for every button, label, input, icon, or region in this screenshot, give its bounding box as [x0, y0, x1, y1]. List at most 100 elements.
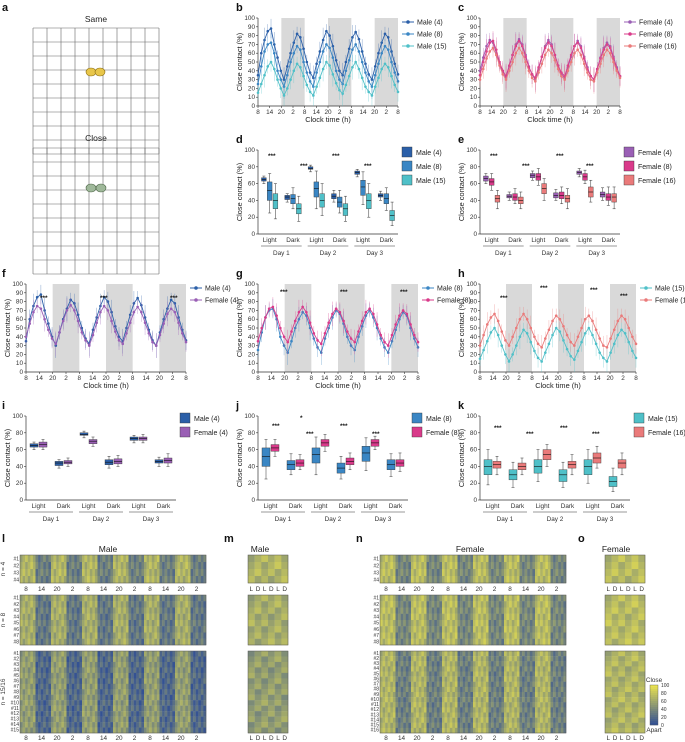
heatmap-cell: [527, 620, 531, 627]
data-point: [599, 62, 602, 66]
heatmap-cell: [30, 700, 34, 706]
heatmap-cell: [107, 683, 111, 690]
heatmap-cell: [100, 595, 103, 602]
data-point: [529, 326, 533, 330]
y-tick-label: 100: [466, 15, 477, 22]
heatmap-cell: [193, 576, 196, 584]
heatmap-cell: [511, 555, 515, 563]
heatmap-cell: [102, 651, 106, 657]
heatmap-cell: [141, 638, 145, 646]
heatmap-cell: [89, 595, 93, 602]
heatmap-cell: [45, 705, 49, 712]
heatmap-cell: [185, 678, 189, 684]
heatmap-cell: [113, 694, 116, 701]
x-tick-label: 8: [256, 375, 260, 382]
data-point: [551, 319, 554, 323]
data-point: [282, 94, 286, 97]
heatmap-cell: [56, 700, 59, 706]
heatmap-cell: [172, 694, 176, 701]
heatmap-cell: [125, 727, 129, 734]
heatmap-cell: [141, 705, 145, 712]
heatmap-cell: [156, 678, 160, 684]
heatmap-cell: [27, 722, 31, 728]
heatmap-cell: [115, 661, 119, 668]
heatmap-cell: [444, 562, 448, 570]
heatmap-cell: [154, 620, 158, 627]
heatmap-cell: [69, 716, 72, 723]
heatmap-title-male: Male: [99, 544, 118, 554]
data-point: [338, 88, 341, 92]
heatmap-cell: [426, 607, 430, 614]
heatmap-cell: [162, 672, 165, 679]
heatmap-cell: [20, 576, 23, 584]
data-point: [290, 330, 293, 333]
heatmap-cell: [45, 683, 49, 690]
heatmap-cell: [136, 722, 140, 728]
heatmap-cell: [87, 607, 90, 614]
heatmap-cell: [110, 576, 114, 584]
row-label: #9: [13, 695, 19, 701]
heatmap-cell: [149, 711, 152, 717]
heatmap-cell: [535, 569, 538, 577]
heatmap-cell: [102, 672, 106, 679]
legend-swatch: [411, 412, 423, 424]
dark-phase-shade: [596, 18, 620, 106]
heatmap-cell: [504, 555, 507, 563]
heatmap-cell: [92, 683, 96, 690]
heatmap-cell: [555, 607, 559, 614]
heatmap-cell: [100, 722, 103, 728]
heatmap-cell: [61, 626, 65, 633]
heatmap-cell: [71, 626, 75, 633]
heatmap-cell: [79, 569, 83, 577]
heatmap-cell: [172, 722, 176, 728]
heatmap-cell: [405, 576, 409, 584]
heatmap-cell: [100, 651, 103, 657]
heatmap-cell: [164, 576, 168, 584]
heatmap-border: [19, 554, 207, 584]
x-tick-label: 2: [493, 586, 497, 593]
heatmap-cell: [128, 638, 132, 646]
heatmap-cell: [56, 694, 59, 701]
heatmap-cell: [48, 632, 52, 639]
data-point: [39, 307, 43, 310]
heatmap-cell: [102, 613, 106, 621]
x-tick-label: 2: [555, 586, 559, 593]
heatmap-cell: [185, 613, 189, 621]
data-point: [573, 358, 576, 361]
heatmap-cell: [190, 613, 194, 621]
heatmap-cell: [478, 607, 481, 614]
heatmap-cell: [392, 620, 396, 627]
heatmap-cell: [400, 607, 404, 614]
heatmap-cell: [547, 601, 551, 608]
data-point: [540, 360, 543, 363]
heatmap-cell: [32, 711, 36, 717]
heatmap-cell: [274, 678, 282, 684]
heatmap-cell: [180, 705, 183, 712]
heatmap-cell: [48, 569, 52, 577]
x-tick-label: 20: [278, 109, 286, 116]
x-tick-label: 14: [581, 109, 589, 116]
heatmap-cell: [439, 601, 443, 608]
heatmap-cell: [43, 700, 47, 706]
heatmap-cell: [110, 607, 114, 614]
heatmap-cell: [97, 613, 101, 621]
y-tick-label: 40: [248, 463, 256, 470]
heatmap-cell: [45, 638, 49, 646]
heatmap-cell: [113, 672, 116, 679]
heatmap-cell: [470, 626, 474, 633]
heatmap-cell: [53, 555, 57, 563]
heatmap-cell: [447, 626, 450, 633]
heatmap-cell: [465, 569, 469, 577]
heatmap-cell: [439, 620, 443, 627]
heatmap-cell: [30, 601, 34, 608]
heatmap-cell: [22, 705, 26, 712]
heatmap-cell: [516, 607, 520, 614]
heatmap-cell: [110, 601, 114, 608]
heatmap-cell: [94, 632, 98, 639]
heatmap-cell: [203, 672, 207, 679]
x-tick-label: 2: [517, 375, 521, 382]
heatmap-cell: [97, 716, 101, 723]
heatmap-cell: [149, 620, 152, 627]
heatmap-cell: [105, 569, 109, 577]
heatmap-cell: [141, 716, 145, 723]
